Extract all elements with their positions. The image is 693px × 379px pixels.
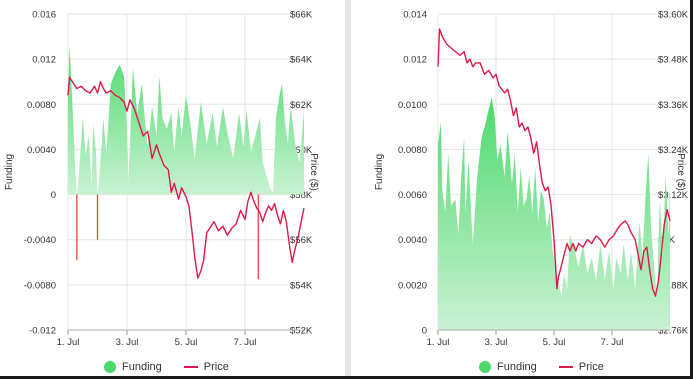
legend-item-funding[interactable]: Funding <box>104 361 162 373</box>
bottom-border <box>0 376 693 379</box>
funding-tick-label: 0.0080 <box>27 100 56 111</box>
legend-price-label: Price <box>203 361 229 373</box>
funding-tick-label: 0.0100 <box>398 100 427 111</box>
price-legend-icon <box>183 366 198 368</box>
legend-funding-label: Funding <box>122 361 162 373</box>
funding-tick-label: 0.012 <box>403 55 427 66</box>
panel-divider <box>345 0 351 379</box>
funding-axis-title: Funding <box>374 154 385 190</box>
legend-right: Funding Price <box>479 358 604 376</box>
funding-tick-label: 0.0040 <box>398 235 427 246</box>
legend-left: Funding Price <box>104 358 229 376</box>
funding-tick-label: -0.0080 <box>24 280 56 291</box>
price-tick-label: $2.76K <box>658 326 689 337</box>
x-tick-label: 1. Jul <box>427 337 450 348</box>
legend-price-label: Price <box>578 361 604 373</box>
price-tick-label: $3.12K <box>658 190 689 201</box>
x-tick-label: 5. Jul <box>175 337 198 348</box>
funding-axis-title: Funding <box>4 154 15 190</box>
x-tick-label: 3. Jul <box>485 337 508 348</box>
price-tick-label: $3.36K <box>658 100 689 111</box>
legend-item-funding[interactable]: Funding <box>479 361 537 373</box>
price-tick-label: $3.48K <box>658 55 689 66</box>
x-tick-label: 7. Jul <box>601 337 624 348</box>
price-axis-title: Price ($) <box>675 153 686 191</box>
price-tick-label: $2.88K <box>658 280 689 291</box>
funding-tick-label: 0.0040 <box>27 145 56 156</box>
price-tick-label: $52K <box>290 326 313 337</box>
price-tick-label: $3.60K <box>658 10 689 21</box>
price-tick-label: $66K <box>290 10 313 21</box>
funding-chart-left: -0.012 $52K -0.0080 $54K -0.0040 $56K 0 $58K 0.0… <box>0 0 342 379</box>
funding-legend-icon <box>104 361 116 373</box>
x-tick-label: 7. Jul <box>234 337 257 348</box>
price-line <box>67 76 305 279</box>
funding-tick-label: -0.012 <box>29 326 56 337</box>
price-tick-label: $3.24K <box>658 145 689 156</box>
funding-chart-right: 0$2.76K0.0020$2.88K0.0040$3K0.0060$3.12K… <box>351 0 693 379</box>
funding-tick-label: 0.016 <box>32 10 56 21</box>
x-tick-label: 5. Jul <box>543 337 566 348</box>
price-legend-icon <box>558 366 573 368</box>
chart-left-svg: -0.012 $52K -0.0080 $54K -0.0040 $56K 0 $58K 0.0… <box>4 10 319 349</box>
price-tick-label: $64K <box>290 55 313 66</box>
funding-tick-label: 0.0060 <box>398 190 427 201</box>
legend-item-price[interactable]: Price <box>558 361 604 373</box>
chart-right-svg: 0$2.76K0.0020$2.88K0.0040$3K0.0060$3.12K… <box>374 10 689 349</box>
funding-tick-label: 0.0080 <box>398 145 427 156</box>
price-tick-label: $62K <box>290 100 313 111</box>
price-tick-label: $56K <box>290 235 313 246</box>
funding-tick-label: 0.012 <box>32 55 56 66</box>
funding-tick-label: 0.014 <box>403 10 427 21</box>
legend-item-price[interactable]: Price <box>183 361 229 373</box>
x-tick-label: 3. Jul <box>116 337 139 348</box>
legend-funding-label: Funding <box>497 361 537 373</box>
funding-area <box>438 97 670 330</box>
price-tick-label: $58K <box>290 190 313 201</box>
funding-tick-label: 0.0020 <box>398 280 427 291</box>
funding-legend-icon <box>479 361 491 373</box>
funding-area <box>68 45 304 195</box>
funding-tick-label: 0 <box>422 326 427 337</box>
right-border <box>690 0 693 379</box>
x-tick-label: 1. Jul <box>57 337 80 348</box>
funding-tick-label: -0.0040 <box>24 235 56 246</box>
funding-tick-label: 0 <box>51 190 56 201</box>
price-tick-label: $54K <box>290 280 313 291</box>
price-axis-title: Price ($) <box>308 153 319 191</box>
price-line <box>437 28 671 297</box>
